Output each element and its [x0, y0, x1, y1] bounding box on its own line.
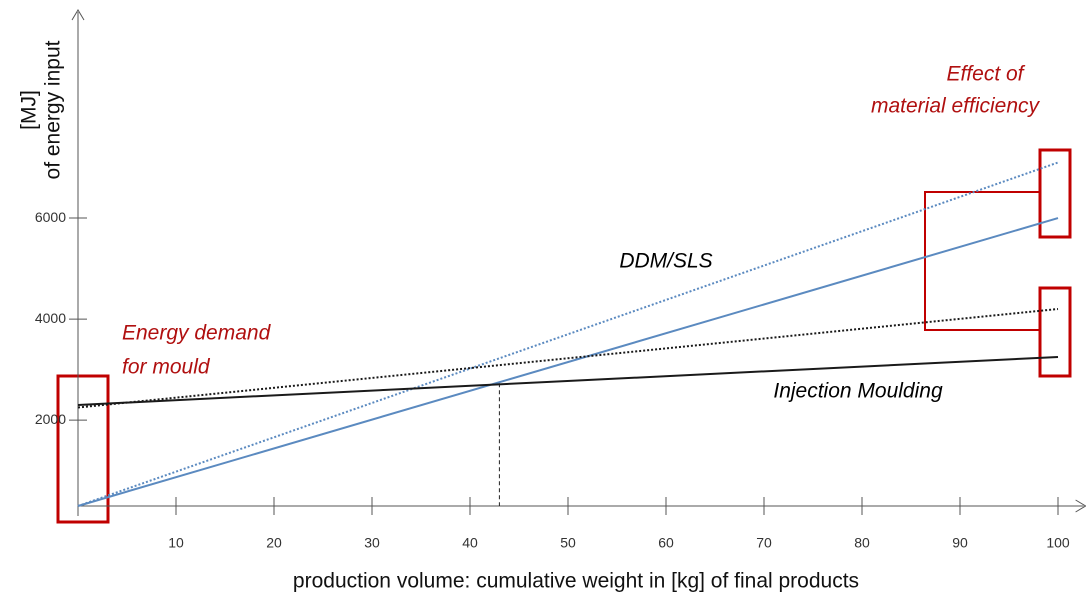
y-tick-label: 6000 [35, 209, 66, 225]
series-line [77, 355, 1059, 406]
y-axis-arrow [71, 9, 85, 21]
mould-box [56, 374, 110, 524]
x-tick-label: 70 [756, 535, 772, 551]
mould-label: for mould [122, 356, 211, 379]
y-axis-label-line: [MJ] [18, 90, 41, 130]
series-line [77, 307, 1059, 409]
x-tick-label: 100 [1046, 535, 1070, 551]
x-tick-label: 90 [952, 535, 968, 551]
x-tick-label: 50 [560, 535, 576, 551]
efficiency-box-bottom [1038, 286, 1072, 378]
mould-label: Energy demand [122, 322, 272, 345]
y-axis-label: [MJ] of energy input [18, 40, 65, 179]
ddm-label: DDM/SLS [619, 250, 712, 273]
x-tick-label: 60 [658, 535, 674, 551]
im-label: Injection Moulding [773, 380, 943, 403]
y-axis-label-line: of energy input [42, 40, 65, 179]
y-tick-label: 2000 [35, 411, 66, 427]
efficiency-box-top [1038, 148, 1072, 239]
efficiency-bracket [924, 191, 1040, 331]
x-tick-label: 80 [854, 535, 870, 551]
series-line [77, 217, 1059, 507]
x-axis-label: production volume: cumulative weight in … [293, 570, 859, 593]
series-line [77, 161, 1059, 507]
x-tick-label: 10 [168, 535, 184, 551]
efficiency-label: material efficiency [871, 95, 1041, 118]
y-tick-label: 4000 [35, 310, 66, 326]
x-tick-label: 20 [266, 535, 282, 551]
x-tick-label: 30 [364, 535, 380, 551]
x-tick-label: 40 [462, 535, 478, 551]
efficiency-label: Effect of [946, 63, 1025, 86]
